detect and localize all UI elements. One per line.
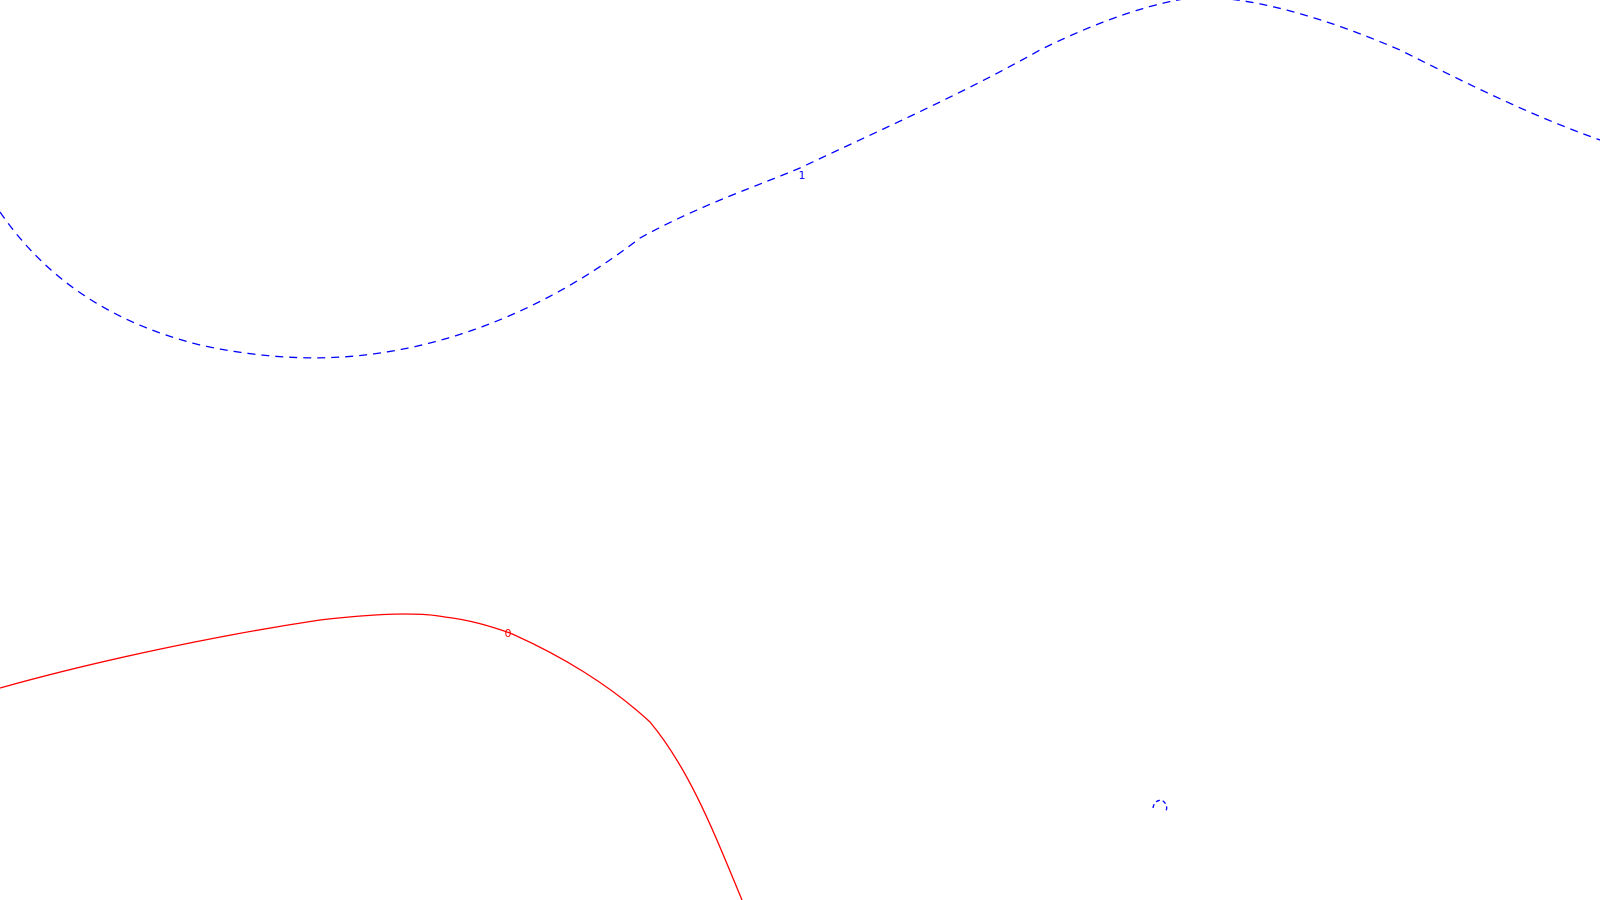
contour-label-level-1: 1 <box>799 169 806 182</box>
contour-line-level-0 <box>0 613 743 900</box>
contour-line-small-loop <box>1152 799 1168 813</box>
contour-label-level-0: 0 <box>505 627 512 640</box>
contour-line-level-1 <box>0 0 1600 359</box>
